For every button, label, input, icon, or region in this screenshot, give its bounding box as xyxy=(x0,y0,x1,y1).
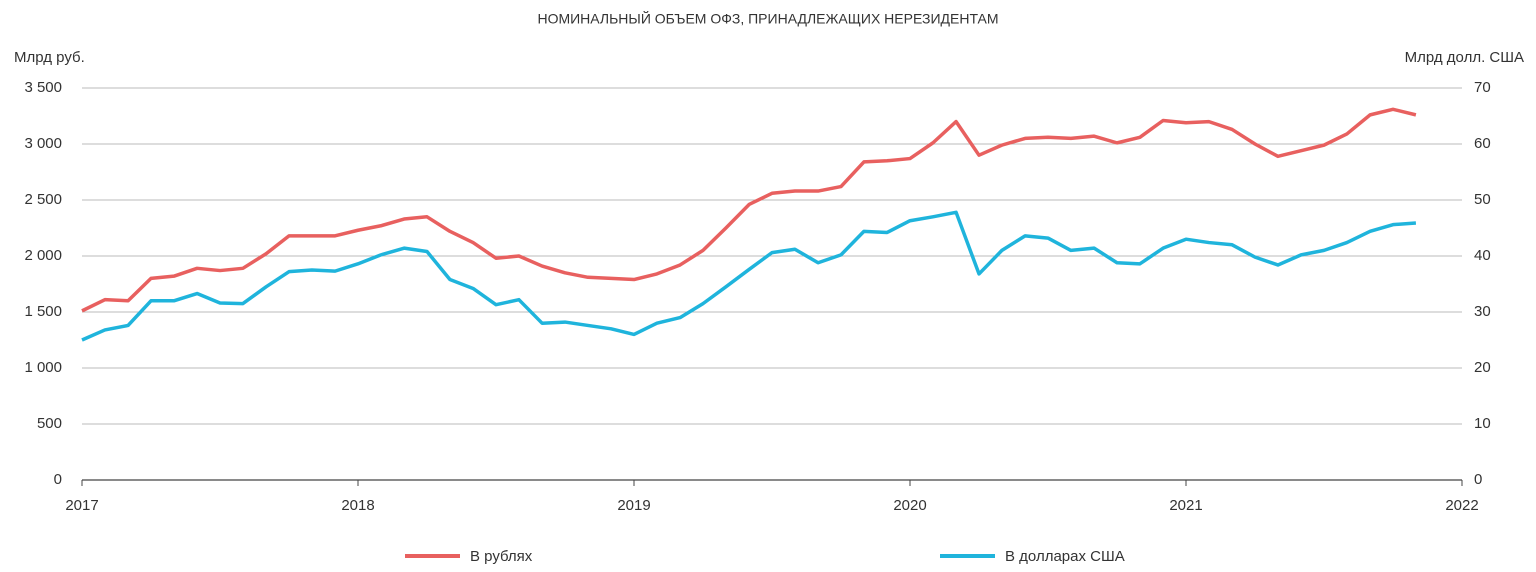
series-line xyxy=(81,107,1417,313)
chart-title: НОМИНАЛЬНЫЙ ОБЪЕМ ОФЗ, ПРИНАДЛЕЖАЩИХ НЕР… xyxy=(537,10,998,27)
y-tick-label: 1 500 xyxy=(24,303,62,320)
y2-tick-label: 10 xyxy=(1474,415,1491,432)
y-tick-label: 2 000 xyxy=(24,247,62,264)
y2-tick-label: 60 xyxy=(1474,135,1491,152)
y-tick-label: 0 xyxy=(54,471,62,488)
y2-tick-label: 50 xyxy=(1474,191,1491,208)
x-tick-label: 2022 xyxy=(1445,497,1478,514)
y-tick-label: 500 xyxy=(37,415,62,432)
y-tick-label: 3 500 xyxy=(24,79,62,96)
x-tick-label: 2017 xyxy=(65,497,98,514)
x-tick-label: 2020 xyxy=(893,497,926,514)
y-axis-label: Млрд руб. xyxy=(14,49,85,66)
y2-tick-label: 40 xyxy=(1474,247,1491,264)
y2-tick-label: 70 xyxy=(1474,79,1491,96)
y-tick-label: 2 500 xyxy=(24,191,62,208)
y-tick-label: 1 000 xyxy=(24,359,62,376)
legend-label: В рублях xyxy=(470,548,533,565)
x-tick-label: 2019 xyxy=(617,497,650,514)
series-line xyxy=(81,210,1417,342)
y2-axis-label: Млрд долл. США xyxy=(1405,49,1524,66)
x-tick-label: 2021 xyxy=(1169,497,1202,514)
y-tick-label: 3 000 xyxy=(24,135,62,152)
y2-tick-label: 30 xyxy=(1474,303,1491,320)
x-tick-label: 2018 xyxy=(341,497,374,514)
y2-tick-label: 20 xyxy=(1474,359,1491,376)
y2-tick-label: 0 xyxy=(1474,471,1482,488)
legend-label: В долларах США xyxy=(1005,548,1125,565)
